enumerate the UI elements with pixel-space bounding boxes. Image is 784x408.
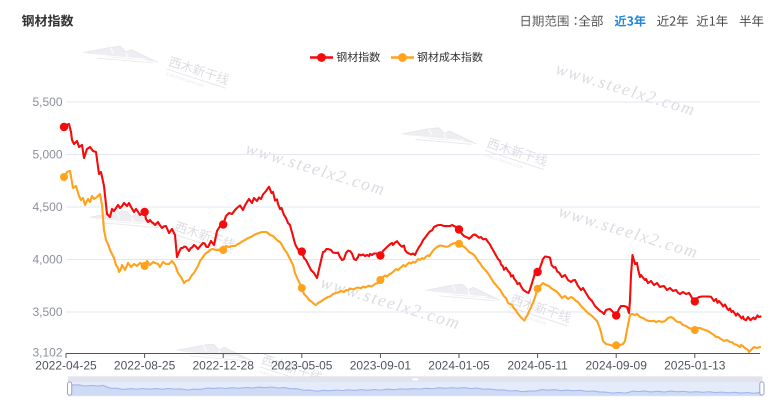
svg-text:4,500: 4,500 xyxy=(32,200,62,214)
svg-text:5,500: 5,500 xyxy=(32,95,62,109)
svg-text:2024-05-11: 2024-05-11 xyxy=(507,359,568,373)
svg-text:2025-01-13: 2025-01-13 xyxy=(664,359,726,373)
svg-text:3,102: 3,102 xyxy=(32,346,62,360)
svg-text:2023-05-05: 2023-05-05 xyxy=(271,359,333,373)
svg-text:3,500: 3,500 xyxy=(32,305,62,319)
svg-text:2022-04-25: 2022-04-25 xyxy=(35,359,97,373)
svg-text:4,000: 4,000 xyxy=(32,253,62,267)
svg-text:5,000: 5,000 xyxy=(32,148,62,162)
svg-text:2022-08-25: 2022-08-25 xyxy=(114,359,176,373)
svg-text:2022-12-28: 2022-12-28 xyxy=(193,359,255,373)
svg-text:2024-09-09: 2024-09-09 xyxy=(586,359,648,373)
svg-text:2023-09-01: 2023-09-01 xyxy=(350,359,412,373)
svg-text:2024-01-05: 2024-01-05 xyxy=(428,359,490,373)
